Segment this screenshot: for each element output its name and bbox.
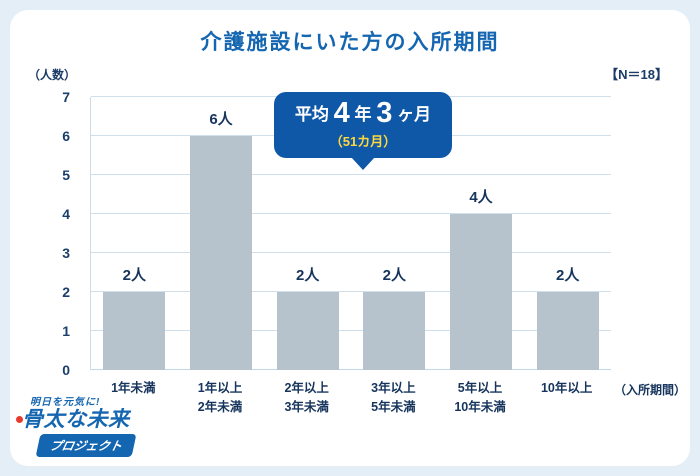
bar-slot: 2人 (264, 97, 351, 370)
bar-slot: 2人 (91, 97, 178, 370)
gridline (91, 174, 611, 175)
x-tick-label: 5年以上 10年未満 (454, 381, 506, 414)
x-axis-labels: 1年未満 1年以上 2年未満 2年以上 3年未満 3年以上 5年未満 5年以上 10年未… (90, 379, 610, 417)
bar-slot: 2人 (524, 97, 611, 370)
callout-months-unit: ヶ月 (397, 105, 432, 124)
plot-area: 2人 6人 2人 2人 4人 2人 (90, 96, 611, 370)
average-callout: 平均 4 年 3 ヶ月 （51カ月） (274, 92, 452, 158)
chart-title: 介護施設にいた方の入所期間 (200, 31, 500, 54)
x-axis-unit-label: （入所期間） (614, 383, 687, 397)
bar-value-label: 2人 (122, 267, 146, 285)
bar-value-label: 2人 (556, 267, 580, 285)
bar (536, 292, 599, 370)
chart-card (10, 10, 690, 466)
y-tick-label: 2 (62, 284, 70, 300)
bar (190, 136, 252, 370)
gridline (91, 330, 611, 331)
logo-red-accent-icon (16, 416, 23, 423)
y-tick-label: 4 (62, 206, 70, 222)
gridline (91, 252, 611, 253)
bars-container: 2人 6人 2人 2人 4人 2人 (91, 97, 611, 370)
y-tick-label: 7 (62, 89, 70, 105)
bar (276, 292, 339, 370)
bar (103, 292, 166, 370)
bar-value-label: 2人 (382, 267, 407, 285)
y-tick-label: 0 (62, 362, 70, 378)
x-tick-label: 1年未満 (111, 381, 156, 395)
bar-value-label: 2人 (296, 267, 320, 285)
callout-months-number: 3 (376, 97, 393, 129)
y-tick-label: 6 (62, 128, 70, 144)
bar-slot: 2人 (351, 97, 438, 370)
bar-value-label: 4人 (469, 189, 493, 207)
logo-sub-text: プロジェクト (35, 434, 137, 458)
average-callout-main: 平均 4 年 3 ヶ月 (278, 99, 448, 128)
bar-value-label: 6人 (209, 111, 233, 128)
project-logo: 明日を元気に! 骨太な未来 プロジェクト (16, 393, 162, 458)
bar-slot: 4人 (438, 97, 525, 370)
callout-prefix: 平均 (294, 105, 329, 124)
y-tick-label: 3 (62, 245, 70, 261)
x-tick-label: 1年以上 2年未満 (197, 381, 243, 414)
x-tick-label: 10年以上 (540, 381, 593, 395)
bar (450, 214, 513, 370)
bar-slot: 6人 (178, 97, 265, 370)
logo-tagline: 明日を元気に! (30, 397, 101, 408)
gridline (91, 291, 611, 292)
logo-main-label: 骨太な未来 (22, 408, 130, 431)
bar (363, 292, 426, 370)
sample-size-label: 【N＝18】 (605, 67, 668, 82)
callout-years-number: 4 (333, 97, 350, 129)
logo-main-text: 骨太な未来 (16, 408, 162, 432)
gridline (91, 369, 611, 370)
y-tick-label: 1 (62, 323, 70, 339)
callout-years-unit: 年 (354, 105, 372, 124)
x-tick-label: 3年以上 5年未満 (371, 381, 416, 414)
x-tick-label: 2年以上 3年未満 (284, 381, 329, 414)
y-tick-label: 5 (62, 167, 70, 183)
y-axis-unit-label: （人数） (28, 68, 77, 82)
y-axis-ticks: 0 1 2 3 4 5 6 7 (0, 90, 78, 377)
gridline (91, 213, 611, 214)
average-callout-sub: （51カ月） (329, 134, 397, 149)
